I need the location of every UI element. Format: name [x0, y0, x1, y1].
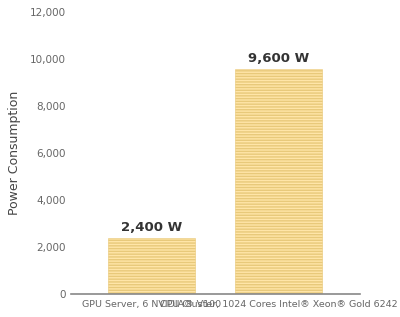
Text: 2,400 W: 2,400 W — [121, 221, 182, 234]
Y-axis label: Power Consumption: Power Consumption — [8, 91, 21, 215]
Text: 9,600 W: 9,600 W — [248, 52, 309, 65]
Bar — [235, 69, 322, 294]
Bar — [108, 238, 195, 294]
